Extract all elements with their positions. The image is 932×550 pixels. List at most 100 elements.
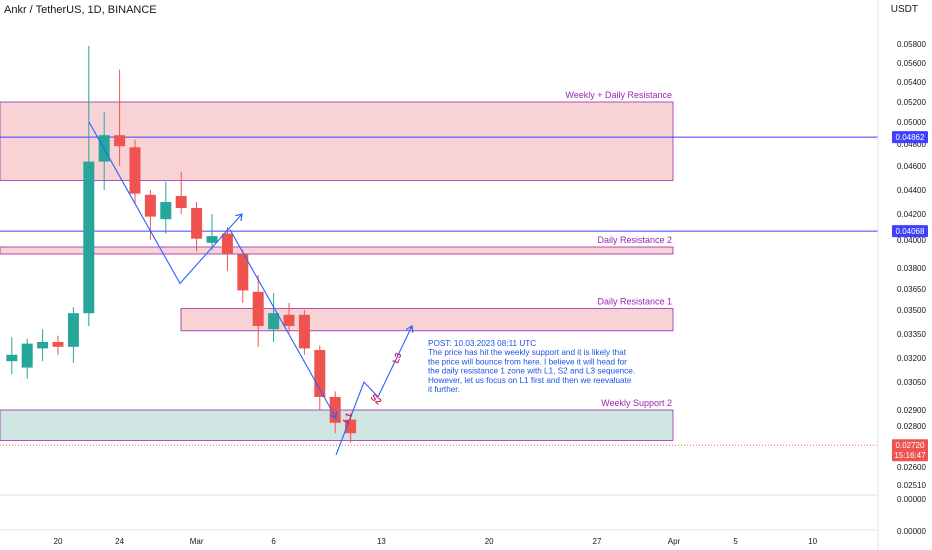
time-tick: Mar — [190, 537, 204, 546]
arrows-layer — [88, 121, 412, 456]
zone-label-3: Daily Resistance 1 — [597, 297, 672, 307]
candle-body — [37, 342, 49, 349]
price-tick: 0.02510 — [897, 481, 926, 490]
candle-17 — [252, 275, 264, 347]
price-tick: 0.04600 — [897, 162, 926, 171]
candle-18 — [268, 293, 280, 342]
zone-label-1: Weekly + Daily Resistance — [565, 90, 672, 100]
candle-body — [67, 313, 79, 347]
candle-19 — [283, 303, 295, 333]
candle-body — [298, 314, 310, 349]
candle-13 — [191, 202, 203, 252]
candle-body — [83, 161, 95, 314]
price-tick: 0.03800 — [897, 264, 926, 273]
candle-body — [329, 396, 341, 423]
zone-label-4: Weekly Support 2 — [601, 398, 672, 408]
candle-15 — [221, 227, 233, 271]
note-line-4: the daily resistance 1 zone with L1, S2 … — [428, 367, 635, 376]
candle-1 — [6, 337, 18, 374]
price-tick: 0.00000 — [897, 495, 926, 504]
zones-layer: Weekly + Daily Resistance Daily Resistanc… — [0, 90, 674, 441]
time-tick: 13 — [377, 537, 386, 546]
note-line-1: POST: 10.03.2023 08:11 UTC — [428, 339, 536, 348]
candle-body — [191, 208, 203, 239]
note-line-5: However, let us focus on L1 first and th… — [428, 376, 632, 385]
arrow-projection-l1-s2-l3 — [335, 326, 412, 456]
note-line-3: the price will bounce from here. I belie… — [428, 357, 627, 366]
last-price-tag — [892, 439, 928, 462]
candle-5 — [67, 307, 79, 363]
price-tick: 0.04000 — [897, 236, 926, 245]
time-tick: 10 — [808, 537, 817, 546]
arrow-drop-to-support — [229, 229, 336, 418]
last-price-timer: 15:16:47 — [894, 451, 926, 460]
candle-body — [114, 135, 126, 147]
candle-16 — [237, 249, 249, 303]
price-tick: 0.02600 — [897, 463, 926, 472]
candle-10 — [144, 190, 156, 240]
candle-14 — [206, 214, 218, 250]
candle-body — [283, 314, 295, 326]
candle-12 — [175, 172, 187, 214]
price-tick: 0.03650 — [897, 285, 926, 294]
currency-label[interactable]: USDT — [890, 4, 918, 15]
time-tick: Apr — [668, 537, 681, 546]
candle-11 — [160, 181, 172, 234]
candle-3 — [37, 329, 49, 362]
price-tick: 0.03500 — [897, 306, 926, 315]
candle-20 — [298, 310, 310, 355]
candle-body — [206, 236, 218, 243]
symbol-title[interactable]: Ankr / TetherUS, 1D, BINANCE — [4, 4, 157, 16]
time-axis: 20 24 Mar 6 13 20 27 Apr 5 10 — [54, 537, 818, 546]
price-tick: 0.05400 — [897, 78, 926, 87]
price-tick: 0.03200 — [897, 354, 926, 363]
candle-body — [345, 419, 357, 434]
price-tick: 0.02800 — [897, 422, 926, 431]
candle-body — [237, 254, 249, 291]
last-price-value: 0.02720 — [896, 441, 925, 450]
price-tick: 0.04400 — [897, 186, 926, 195]
zone-label-2: Daily Resistance 2 — [597, 235, 672, 245]
candle-2 — [21, 338, 33, 379]
candle-body — [129, 147, 141, 194]
candle-body — [252, 291, 264, 326]
time-tick: 24 — [115, 537, 124, 546]
candle-body — [175, 196, 187, 208]
price-tick: 0.03350 — [897, 330, 926, 339]
wave-label-s2: S2 — [369, 392, 384, 407]
zone-2 — [0, 246, 674, 255]
price-tick: 0.05600 — [897, 59, 926, 68]
price-tick: 0.04800 — [897, 140, 926, 149]
candle-4 — [52, 335, 64, 355]
candle-body — [144, 194, 156, 217]
level-tag-text-2: 0.04068 — [896, 227, 925, 236]
candle-body — [268, 313, 280, 330]
levels-layer — [0, 136, 878, 446]
level-tag-1 — [892, 131, 928, 144]
price-tick: 0.05000 — [897, 118, 926, 127]
time-tick: 20 — [54, 537, 63, 546]
note-line-6: it further. — [428, 385, 460, 394]
candle-body — [6, 354, 18, 362]
candle-body — [314, 350, 326, 397]
price-tick: 0.00000 — [897, 527, 926, 536]
candle-body — [160, 202, 172, 220]
zone-1 — [0, 101, 674, 181]
time-tick: 5 — [733, 537, 738, 546]
candle-8 — [114, 69, 126, 166]
price-tick: 0.04200 — [897, 210, 926, 219]
note-line-2: The price has hit the weekly support and… — [428, 348, 627, 357]
level-tag-2 — [892, 225, 928, 238]
level-tag-text-1: 0.04862 — [896, 133, 925, 142]
candle-body — [21, 343, 33, 368]
price-tick: 0.05800 — [897, 40, 926, 49]
candles-layer — [6, 45, 357, 443]
time-tick: 6 — [271, 537, 276, 546]
price-tick: 0.03050 — [897, 378, 926, 387]
candle-body — [52, 342, 64, 347]
wave-label-l3: L3 — [390, 351, 403, 364]
